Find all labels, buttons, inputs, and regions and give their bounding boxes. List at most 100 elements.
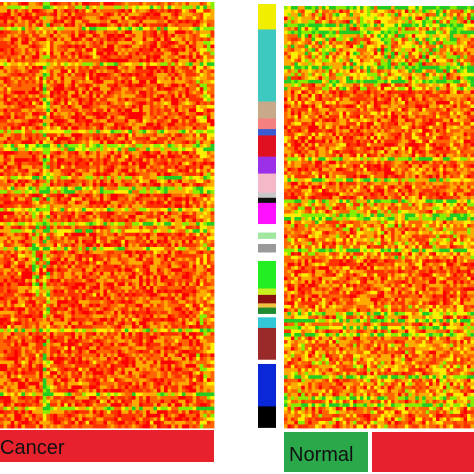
heatmap-cell (64, 257, 69, 262)
heatmap-cell (206, 193, 211, 198)
heatmap-cell (82, 51, 86, 56)
heatmap-cell (89, 215, 94, 219)
heatmap-cell (178, 204, 183, 209)
heatmap-cell (167, 236, 172, 241)
heatmap-cell (57, 76, 62, 81)
heatmap-cell (192, 278, 197, 283)
heatmap-cell (21, 23, 26, 28)
heatmap-cell (110, 37, 115, 42)
heatmap-cell (71, 286, 76, 290)
heatmap-cell (142, 271, 147, 276)
heatmap-cell (74, 83, 79, 88)
heatmap-cell (14, 119, 19, 124)
heatmap-cell (96, 229, 101, 234)
heatmap-cell (189, 151, 193, 156)
heatmap-cell (35, 183, 40, 187)
heatmap-cell (21, 246, 26, 251)
heatmap-cell (92, 26, 97, 31)
heatmap-cell (35, 55, 40, 60)
heatmap-cell (46, 30, 51, 35)
heatmap-cell (82, 58, 86, 63)
heatmap-cell (49, 296, 54, 301)
heatmap-cell (171, 200, 176, 205)
heatmap-cell (96, 140, 101, 145)
heatmap-cell (117, 83, 122, 88)
heatmap-cell (89, 51, 94, 56)
heatmap-cell (189, 108, 193, 113)
heatmap-cell (149, 154, 154, 159)
heatmap-cell (185, 232, 190, 237)
heatmap-cell (71, 5, 76, 10)
heatmap-cell (49, 254, 54, 258)
heatmap-cell (46, 83, 51, 88)
heatmap-cell (28, 112, 33, 116)
heatmap-cell (3, 165, 8, 170)
heatmap-cell (0, 104, 4, 109)
heatmap-cell (60, 90, 65, 95)
heatmap-cell (96, 108, 101, 113)
heatmap-cell (82, 136, 86, 141)
heatmap-cell (206, 94, 211, 99)
heatmap-cell (206, 165, 211, 170)
heatmap-cell (107, 229, 111, 234)
heatmap-cell (110, 16, 115, 21)
heatmap-cell (185, 222, 190, 227)
heatmap-cell (24, 83, 29, 88)
heatmap-cell (21, 239, 26, 244)
heatmap-cell (53, 197, 58, 202)
heatmap-cell (160, 9, 165, 14)
heatmap-cell (153, 112, 158, 116)
heatmap-cell (110, 97, 115, 102)
heatmap-cell (71, 55, 76, 60)
heatmap-cell (121, 76, 126, 81)
heatmap-cell (153, 80, 158, 85)
heatmap-cell (203, 44, 208, 49)
heatmap-cell (139, 215, 144, 219)
heatmap-cell (174, 30, 179, 35)
heatmap-cell (160, 108, 165, 113)
heatmap-cell (32, 55, 37, 60)
heatmap-cell (181, 236, 186, 241)
heatmap-cell (206, 268, 211, 273)
heatmap-cell (199, 115, 204, 120)
heatmap-cell (167, 97, 172, 102)
heatmap-cell (164, 289, 169, 294)
heatmap-cell (28, 179, 33, 184)
heatmap-cell (181, 200, 186, 205)
heatmap-cell (60, 2, 65, 6)
heatmap-cell (156, 161, 161, 166)
heatmap-cell (174, 154, 179, 159)
heatmap-cell (0, 144, 4, 148)
heatmap-cell (32, 268, 37, 273)
heatmap-cell (35, 200, 40, 205)
heatmap-cell (171, 119, 176, 124)
heatmap-cell (131, 37, 136, 42)
heatmap-cell (71, 37, 76, 42)
heatmap-cell (3, 30, 8, 35)
heatmap-cell (17, 44, 22, 49)
heatmap-cell (3, 101, 8, 106)
heatmap-cell (32, 140, 37, 145)
heatmap-cell (185, 104, 190, 109)
heatmap-cell (39, 140, 44, 145)
heatmap-cell (156, 90, 161, 95)
heatmap-cell (167, 94, 172, 99)
heatmap-cell (171, 136, 176, 141)
heatmap-cell (110, 200, 115, 205)
heatmap-cell (10, 172, 15, 177)
heatmap-cell (149, 186, 154, 191)
heatmap-cell (181, 197, 186, 202)
heatmap-cell (49, 222, 54, 227)
heatmap-cell (82, 215, 86, 219)
heatmap-cell (10, 278, 15, 283)
heatmap-cell (164, 193, 169, 198)
heatmap-cell (32, 44, 37, 49)
heatmap-cell (46, 186, 51, 191)
heatmap-cell (67, 183, 72, 187)
heatmap-cell (171, 147, 176, 152)
heatmap-cell (74, 140, 79, 145)
heatmap-cell (210, 179, 215, 184)
heatmap-cell (78, 58, 83, 63)
heatmap-cell (128, 147, 133, 152)
heatmap-cell (17, 278, 22, 283)
